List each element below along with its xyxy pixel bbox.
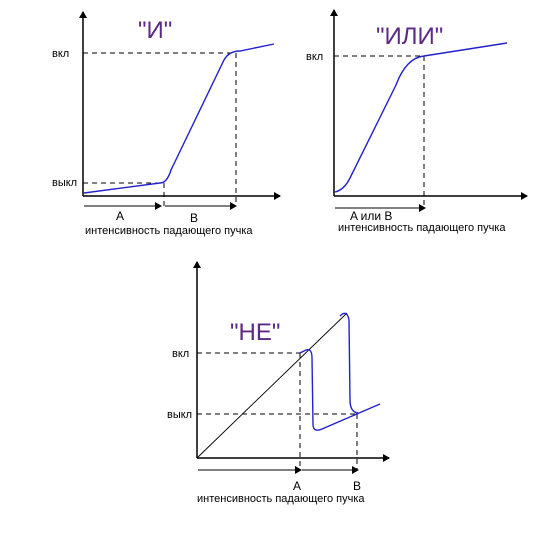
or-transfer-curve <box>334 42 508 193</box>
not-title: "НЕ" <box>230 319 280 346</box>
or-title: "ИЛИ" <box>376 23 443 50</box>
not-caption: интенсивность падающего пучка <box>197 493 365 505</box>
or-on-label: вкл <box>306 51 323 63</box>
not-off-label: выкл <box>167 409 192 421</box>
not-reference-line <box>196 312 348 459</box>
not-b-label: B <box>353 479 361 493</box>
and-on-label: вкл <box>52 48 69 60</box>
and-b-label: B <box>190 211 198 225</box>
not-gate-panel: "НЕ" вкл выкл A B интенсивность падающег… <box>167 261 390 505</box>
or-caption: интенсивность падающего пучка <box>338 222 506 234</box>
not-upper-branch <box>339 312 359 414</box>
and-a-label: A <box>116 209 124 223</box>
not-a-label: A <box>293 479 301 493</box>
and-caption: интенсивность падающего пучка <box>85 225 253 237</box>
not-on-label: вкл <box>172 348 189 360</box>
and-gate-panel: "И" вкл выкл A B интенсивность падающего… <box>52 11 281 237</box>
and-title: "И" <box>138 17 172 44</box>
or-gate-panel: "ИЛИ" вкл A или B интенсивность падающег… <box>306 9 528 234</box>
and-off-label: выкл <box>52 177 77 189</box>
or-ab-label: A или B <box>350 209 392 223</box>
and-transfer-curve <box>83 43 275 194</box>
not-lower-branch <box>299 348 381 431</box>
